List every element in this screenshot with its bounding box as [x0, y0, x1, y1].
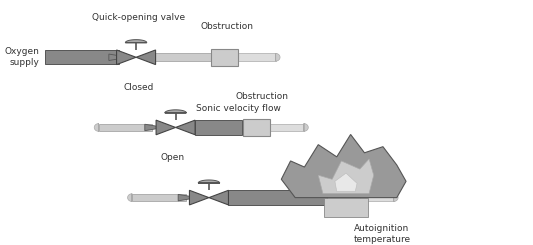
Text: Sonic velocity flow: Sonic velocity flow	[196, 104, 281, 113]
Polygon shape	[304, 123, 308, 131]
Polygon shape	[281, 135, 406, 198]
Text: Obstruction: Obstruction	[235, 92, 288, 101]
Text: Quick-opening valve: Quick-opening valve	[92, 13, 185, 22]
Polygon shape	[156, 120, 175, 135]
Polygon shape	[175, 120, 195, 135]
Polygon shape	[165, 110, 187, 113]
Bar	[270, 123, 304, 131]
Polygon shape	[145, 124, 164, 131]
Bar	[45, 50, 119, 64]
Text: Autoignition
temperature: Autoignition temperature	[353, 224, 410, 244]
Bar	[324, 198, 368, 217]
Bar	[244, 119, 270, 136]
Text: Obstruction: Obstruction	[200, 22, 253, 31]
Polygon shape	[127, 194, 132, 201]
Polygon shape	[209, 190, 229, 205]
Bar	[229, 190, 327, 205]
Bar	[132, 194, 186, 201]
Bar	[195, 120, 243, 135]
Polygon shape	[335, 173, 357, 192]
Polygon shape	[136, 50, 156, 65]
Text: Closed: Closed	[124, 83, 154, 92]
Polygon shape	[189, 190, 209, 205]
Polygon shape	[276, 53, 280, 61]
Polygon shape	[178, 194, 198, 201]
Polygon shape	[394, 194, 398, 201]
Bar	[211, 49, 238, 66]
Bar	[238, 53, 276, 61]
Bar	[360, 194, 394, 201]
Polygon shape	[109, 54, 128, 61]
Polygon shape	[94, 123, 99, 131]
Polygon shape	[125, 40, 147, 43]
Polygon shape	[318, 159, 374, 194]
Text: Open: Open	[161, 153, 185, 162]
Polygon shape	[117, 50, 136, 65]
Text: Oxygen
supply: Oxygen supply	[5, 47, 39, 67]
Bar	[99, 123, 152, 131]
Polygon shape	[198, 180, 220, 183]
Bar	[155, 53, 212, 61]
